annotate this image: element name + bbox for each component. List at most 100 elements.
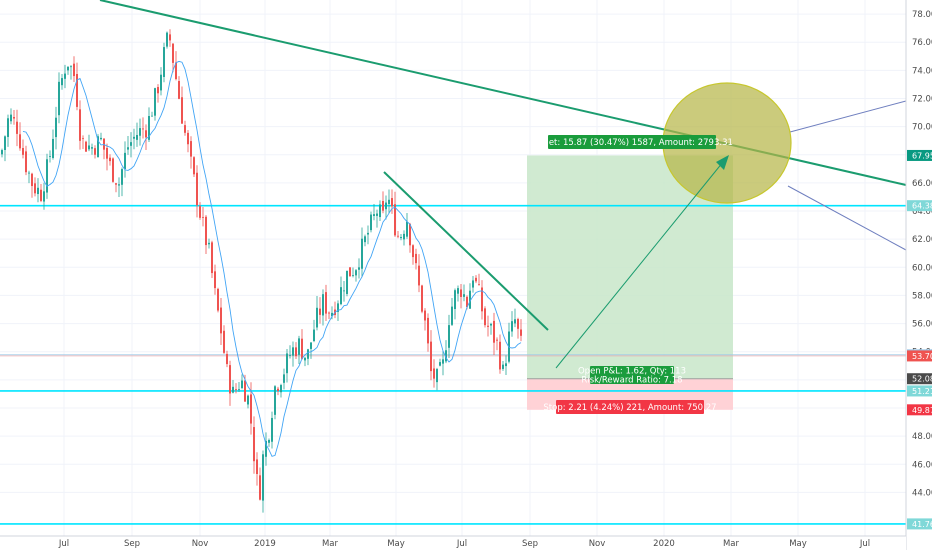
candle-body <box>61 78 63 86</box>
candle-body <box>361 238 363 269</box>
y-tick-label: 58.00 <box>912 291 932 301</box>
candle-body <box>127 147 129 150</box>
candle-body <box>406 221 408 237</box>
candle-body <box>106 147 108 159</box>
candle-body <box>154 88 156 116</box>
candle-body <box>79 109 81 141</box>
candle-body <box>349 267 351 277</box>
candle-body <box>181 97 183 124</box>
candle-body <box>373 214 375 216</box>
candle-body <box>220 307 222 334</box>
candle-body <box>166 32 168 47</box>
candle-body <box>304 357 306 361</box>
candle-body <box>157 87 159 94</box>
candle-body <box>388 199 390 204</box>
candle-body <box>466 296 468 308</box>
stop-label-box <box>556 400 704 414</box>
candle-body <box>520 329 522 336</box>
candle-body <box>244 380 246 402</box>
candle-body <box>19 134 21 149</box>
candle-body <box>331 312 333 317</box>
x-tick-label: Sep <box>522 539 538 549</box>
candle-body <box>262 454 264 501</box>
pnl-text: Open P&L: 1.62, Qty: 113 <box>578 367 686 377</box>
candle-body <box>22 147 24 155</box>
candle-body <box>1 150 3 155</box>
y-tick-label: 78.00 <box>912 10 932 20</box>
candle-body <box>247 395 249 405</box>
price-badge-box <box>907 373 932 385</box>
candle-body <box>91 147 93 149</box>
candle-body <box>151 115 153 117</box>
y-tick-label: 56.00 <box>912 320 932 330</box>
x-tick-label: 2019 <box>254 539 276 549</box>
candle-body <box>379 204 381 218</box>
y-tick-label: 72.00 <box>912 94 932 104</box>
candle-body <box>43 191 45 202</box>
candle-body <box>370 214 372 231</box>
candle-body <box>481 287 483 312</box>
candle-body <box>496 339 498 341</box>
candle-body <box>376 213 378 216</box>
target-label-box <box>548 135 716 149</box>
candle-body <box>325 292 327 314</box>
candle-body <box>463 294 465 297</box>
candle-body <box>136 134 138 140</box>
candle-body <box>472 280 474 288</box>
candle-body <box>277 388 279 392</box>
candle-body <box>415 253 417 264</box>
price-badge: 53.70 <box>907 350 932 362</box>
candle-body <box>400 237 402 239</box>
candle-body <box>97 136 99 158</box>
y-tick-label: 48.00 <box>912 432 932 442</box>
candle-body <box>7 118 9 137</box>
candle-body <box>355 270 357 276</box>
candle-body <box>187 132 189 145</box>
rr-text: Risk/Reward Ratio: 7.18 <box>581 376 682 386</box>
candle-body <box>139 128 141 136</box>
candle-body <box>145 130 147 138</box>
y-tick-label: 70.00 <box>912 123 932 133</box>
candle-body <box>499 341 501 370</box>
candle-body <box>397 235 399 237</box>
candle-body <box>160 74 162 91</box>
candle-body <box>82 138 84 140</box>
candle-body <box>280 385 282 393</box>
price-badge-box <box>907 149 932 161</box>
candle-body <box>343 290 345 292</box>
candle-body <box>205 216 207 246</box>
candle-body <box>505 363 507 367</box>
candle-body <box>436 369 438 383</box>
price-badge-label: 67.95 <box>912 151 932 160</box>
price-badge-label: 41.76 <box>912 520 932 529</box>
candle-body <box>427 317 429 344</box>
candle-body <box>190 141 192 157</box>
chart-drawings <box>99 0 907 369</box>
candle-body <box>412 245 414 258</box>
candle-body <box>46 159 48 193</box>
candle-body <box>367 232 369 235</box>
candle-body <box>217 288 219 311</box>
candle-body <box>73 63 75 77</box>
y-tick-label: 74.00 <box>912 66 932 76</box>
price-badge: 64.38 <box>907 200 932 212</box>
candle-body <box>286 353 288 374</box>
candle-body <box>64 73 66 79</box>
candle-body <box>223 330 225 353</box>
y-tick-label: 46.00 <box>912 460 932 470</box>
candle-body <box>67 66 69 71</box>
candle-body <box>442 359 444 364</box>
candle-body <box>469 290 471 309</box>
price-badge-box <box>907 404 932 416</box>
candle-body <box>424 310 426 321</box>
y-tick-label: 62.00 <box>912 235 932 245</box>
candle-body <box>214 271 216 289</box>
candle-body <box>211 242 213 274</box>
candle-body <box>289 355 291 356</box>
candle-body <box>394 204 396 236</box>
candle-body <box>493 320 495 343</box>
candle-body <box>25 151 27 173</box>
x-tick-label: Jul <box>859 539 870 549</box>
